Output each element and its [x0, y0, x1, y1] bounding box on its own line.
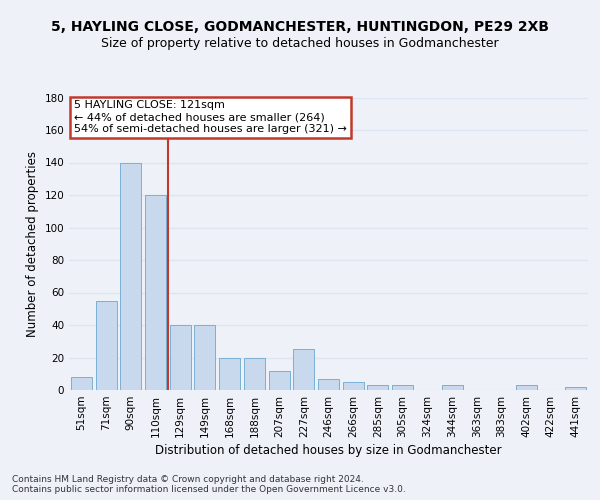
Bar [269, 370, 290, 390]
Text: Contains HM Land Registry data © Crown copyright and database right 2024.
Contai: Contains HM Land Registry data © Crown c… [12, 475, 406, 494]
Text: Size of property relative to detached houses in Godmanchester: Size of property relative to detached ho… [101, 38, 499, 51]
X-axis label: Distribution of detached houses by size in Godmanchester: Distribution of detached houses by size … [155, 444, 502, 457]
Bar [367, 385, 388, 390]
Bar [516, 385, 537, 390]
Text: 5, HAYLING CLOSE, GODMANCHESTER, HUNTINGDON, PE29 2XB: 5, HAYLING CLOSE, GODMANCHESTER, HUNTING… [51, 20, 549, 34]
Bar [343, 382, 364, 390]
Bar [194, 325, 215, 390]
Bar [170, 325, 191, 390]
Bar [219, 358, 240, 390]
Bar [120, 162, 141, 390]
Bar [71, 377, 92, 390]
Bar [318, 378, 339, 390]
Y-axis label: Number of detached properties: Number of detached properties [26, 151, 39, 337]
Bar [293, 350, 314, 390]
Bar [392, 385, 413, 390]
Text: 5 HAYLING CLOSE: 121sqm
← 44% of detached houses are smaller (264)
54% of semi-d: 5 HAYLING CLOSE: 121sqm ← 44% of detache… [74, 100, 347, 134]
Bar [565, 387, 586, 390]
Bar [244, 358, 265, 390]
Bar [145, 195, 166, 390]
Bar [95, 300, 116, 390]
Bar [442, 385, 463, 390]
